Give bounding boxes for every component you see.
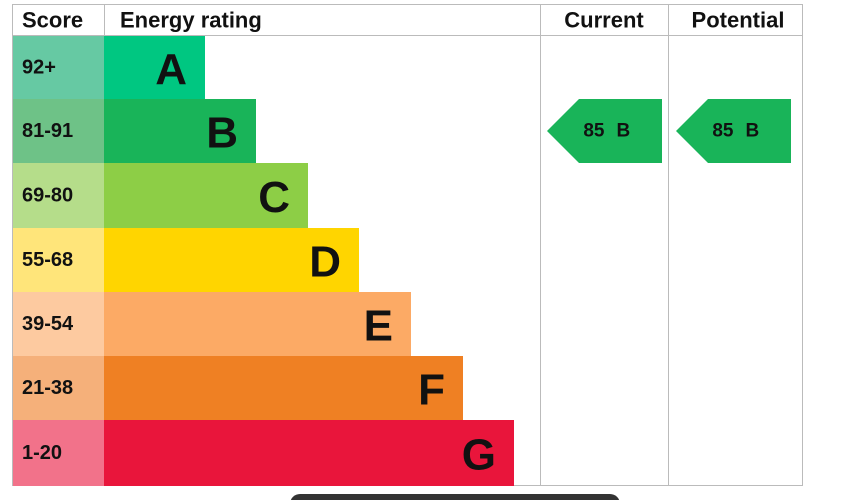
rating-bar bbox=[104, 99, 256, 163]
score-cell bbox=[13, 356, 104, 420]
rating-arrow bbox=[676, 99, 791, 163]
band-letter: A bbox=[155, 45, 187, 94]
rating-bar bbox=[104, 228, 359, 292]
header-score: Score bbox=[22, 8, 83, 33]
band-score: 92+ bbox=[22, 57, 56, 79]
band-letter: G bbox=[462, 431, 496, 480]
band-letter: F bbox=[418, 366, 445, 415]
overlay-bar bbox=[290, 494, 620, 500]
arrow-letter: B bbox=[746, 121, 760, 142]
score-cell bbox=[13, 420, 104, 486]
band-score: 39-54 bbox=[22, 313, 74, 335]
arrow-score: 85 bbox=[583, 121, 605, 142]
header-current: Current bbox=[564, 8, 644, 33]
rating-bar bbox=[104, 163, 308, 228]
band-score: 55-68 bbox=[22, 249, 73, 271]
score-cell bbox=[13, 228, 104, 292]
score-cell bbox=[13, 163, 104, 228]
band-letter: C bbox=[258, 173, 290, 222]
band-score: 69-80 bbox=[22, 185, 73, 207]
band-score: 81-91 bbox=[22, 120, 73, 142]
arrow-score: 85 bbox=[712, 121, 734, 142]
band-score: 21-38 bbox=[22, 377, 73, 399]
rating-bar bbox=[104, 420, 514, 486]
band-score: 1-20 bbox=[22, 442, 62, 464]
band-letter: E bbox=[364, 302, 393, 351]
arrow-letter: B bbox=[617, 121, 631, 142]
header-energy-rating: Energy rating bbox=[120, 8, 262, 33]
score-cell bbox=[13, 36, 104, 99]
header-potential: Potential bbox=[692, 8, 785, 33]
rating-bar bbox=[104, 356, 463, 420]
rating-bar bbox=[104, 292, 411, 356]
score-cell bbox=[13, 292, 104, 356]
band-letter: D bbox=[309, 238, 341, 287]
score-cell bbox=[13, 99, 104, 163]
rating-arrow bbox=[547, 99, 662, 163]
rating-bar bbox=[104, 36, 205, 99]
band-letter: B bbox=[206, 109, 238, 158]
